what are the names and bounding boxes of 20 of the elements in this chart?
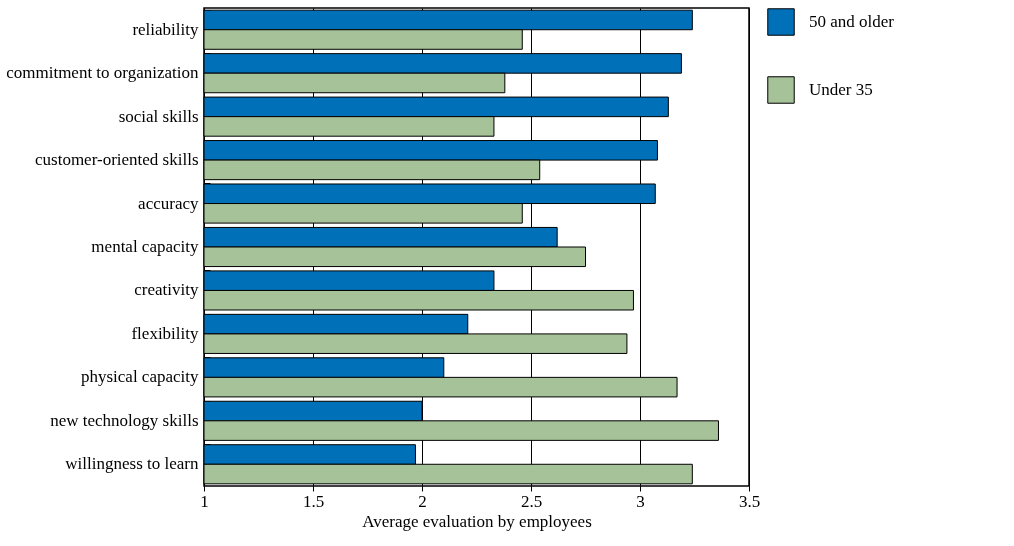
legend-label: 50 and older bbox=[809, 12, 895, 31]
x-axis-title: Average evaluation by employees bbox=[362, 511, 592, 531]
y-tick-label: willingness to learn bbox=[65, 454, 199, 474]
legend-label: Under 35 bbox=[809, 80, 873, 99]
y-tick-label: reliability bbox=[132, 19, 199, 39]
y-tick-label: physical capacity bbox=[80, 367, 199, 387]
y-tick-label: mental capacity bbox=[91, 237, 199, 256]
y-tick-label: customer-oriented skills bbox=[35, 150, 199, 170]
x-tick-label: 1.5 bbox=[302, 491, 325, 511]
y-tick-label: accuracy bbox=[138, 193, 199, 213]
y-tick-label: social skills bbox=[118, 106, 199, 126]
x-tick-label: 3 bbox=[636, 491, 645, 511]
y-tick-label: new technology skills bbox=[50, 410, 199, 430]
y-tick-label: flexibility bbox=[131, 323, 199, 343]
x-tick-label: 2.5 bbox=[520, 491, 543, 511]
x-tick-label: 2 bbox=[418, 491, 427, 511]
y-tick-label: commitment to organization bbox=[6, 63, 199, 83]
x-tick-label: 1 bbox=[200, 491, 209, 511]
x-tick-label: 3.5 bbox=[738, 491, 761, 511]
y-tick-label: creativity bbox=[134, 280, 199, 300]
